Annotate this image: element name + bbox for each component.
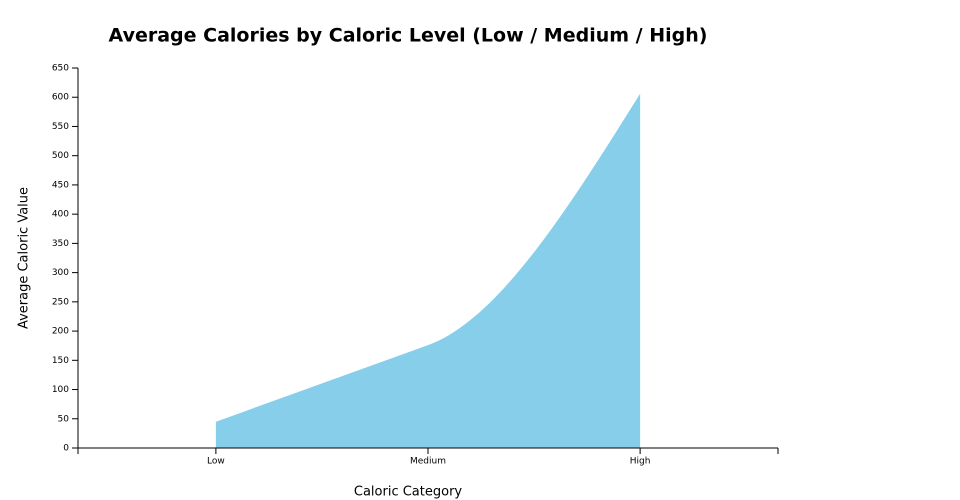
x-tick-label: High	[630, 457, 651, 467]
y-tick-label: 400	[52, 210, 69, 220]
x-tick-label: Medium	[410, 457, 446, 467]
x-tick-label: Low	[207, 457, 225, 467]
x-axis-label: Caloric Category	[354, 485, 463, 500]
y-tick-label: 350	[52, 239, 69, 249]
y-tick-label: 0	[63, 444, 69, 454]
area	[215, 93, 641, 448]
y-tick-label: 300	[52, 268, 69, 278]
y-tick-label: 650	[52, 64, 69, 74]
y-tick-label: 600	[52, 93, 69, 103]
y-axis-label: Average Caloric Value	[17, 187, 32, 329]
y-tick-label: 550	[52, 122, 69, 132]
y-tick-label: 450	[52, 180, 69, 190]
y-tick-label: 50	[58, 414, 70, 424]
y-tick-label: 200	[52, 327, 69, 337]
y-tick-label: 250	[52, 297, 69, 307]
y-tick-label: 500	[52, 151, 69, 161]
chart-title: Average Calories by Caloric Level (Low /…	[109, 25, 708, 47]
y-tick-label: 150	[52, 356, 69, 366]
y-tick-label: 100	[52, 385, 69, 395]
